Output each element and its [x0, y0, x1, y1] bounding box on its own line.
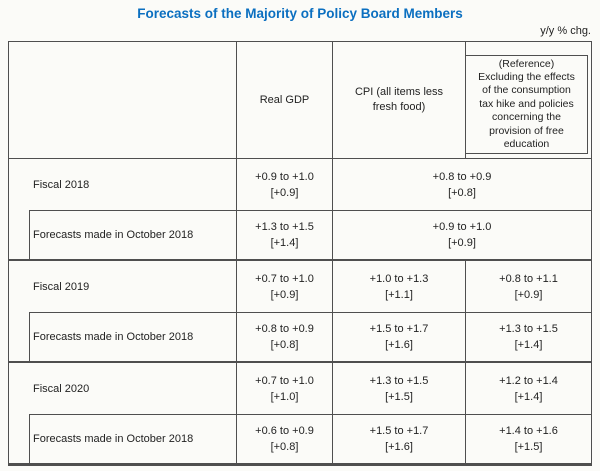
ref-range: +0.8 to +1.1 [499, 272, 558, 285]
header-real-gdp: Real GDP [237, 42, 333, 158]
cpi-median: [+1.5] [385, 390, 413, 403]
header-cpi-label: CPI (all items less fresh food) [354, 86, 444, 113]
cpi-median: [+0.9] [448, 236, 476, 249]
fiscal-2020-group: Fiscal 2020 +0.7 to +1.0 [+1.0] +1.3 to … [9, 363, 591, 465]
table-row-october-2018-fy2018: Forecasts made in October 2018 +1.3 to +… [9, 210, 591, 260]
gdp-median: [+0.8] [270, 338, 299, 351]
cell-2018-cpi-merged: +0.8 to +0.9 [+0.8] [333, 159, 591, 210]
sub-row-top-border [29, 210, 591, 211]
gdp-median: [+0.9] [270, 288, 299, 301]
cell-2020oct-cpi: +1.5 to +1.7 [+1.6] [333, 414, 466, 463]
cpi-range: +1.0 to +1.3 [369, 272, 429, 285]
cpi-median: [+1.1] [385, 288, 413, 301]
sub-row-left-border [29, 312, 30, 361]
fiscal-2019-group: Fiscal 2019 +0.7 to +1.0 [+0.9] +1.0 to … [9, 261, 591, 363]
cell-2019oct-cpi: +1.5 to +1.7 [+1.6] [333, 312, 466, 361]
ref-range: +1.3 to +1.5 [499, 322, 558, 335]
row-label-october-2018: Forecasts made in October 2018 [9, 312, 237, 361]
sub-row-top-border [29, 414, 591, 415]
cell-2018oct-cpi-merged: +0.9 to +1.0 [+0.9] [333, 210, 591, 259]
header-reference: (Reference) Excluding the effects of the… [465, 42, 591, 158]
row-label-october-2018: Forecasts made in October 2018 [9, 210, 237, 259]
ref-median: [+1.4] [514, 390, 543, 403]
cell-2020-cpi: +1.3 to +1.5 [+1.5] [333, 363, 466, 414]
page-title: Forecasts of the Majority of Policy Boar… [137, 6, 463, 21]
row-label-text: Fiscal 2018 [33, 178, 90, 191]
cpi-range: +0.8 to +0.9 [432, 170, 492, 183]
sub-row-left-border [29, 414, 30, 463]
unit-note: y/y % chg. [540, 25, 591, 37]
gdp-range: +0.8 to +0.9 [255, 322, 314, 335]
cell-2018-gdp: +0.9 to +1.0 [+0.9] [237, 159, 333, 210]
gdp-median: [+0.9] [270, 186, 299, 199]
table-row-fiscal-2019: Fiscal 2019 +0.7 to +1.0 [+0.9] +1.0 to … [9, 261, 591, 312]
gdp-range: +0.7 to +1.0 [255, 272, 314, 285]
ref-median: [+1.5] [514, 440, 543, 453]
cpi-range: +1.3 to +1.5 [369, 374, 429, 387]
header-reference-label: (Reference) Excluding the effects of the… [478, 57, 575, 151]
row-label-text: Forecasts made in October 2018 [33, 228, 194, 241]
ref-range: +1.4 to +1.6 [499, 424, 558, 437]
header-real-gdp-label: Real GDP [259, 93, 310, 106]
header-empty-cell [9, 42, 237, 158]
header-cpi: CPI (all items less fresh food) [333, 42, 466, 158]
row-label-text: Fiscal 2019 [33, 280, 90, 293]
row-label-text: Fiscal 2020 [33, 382, 90, 395]
row-label-text: Forecasts made in October 2018 [33, 432, 194, 445]
cell-2020oct-reference: +1.4 to +1.6 [+1.5] [466, 414, 591, 463]
gdp-range: +0.6 to +0.9 [255, 424, 314, 437]
reference-box: (Reference) Excluding the effects of the… [465, 55, 588, 154]
cpi-median: [+1.6] [385, 338, 413, 351]
cell-2019-reference: +0.8 to +1.1 [+0.9] [466, 261, 591, 312]
ref-range: +1.2 to +1.4 [499, 374, 558, 387]
gdp-median: [+0.8] [270, 440, 299, 453]
row-label-october-2018: Forecasts made in October 2018 [9, 414, 237, 463]
cpi-median: [+0.8] [448, 186, 476, 199]
cpi-range: +0.9 to +1.0 [432, 220, 492, 233]
gdp-median: [+1.4] [270, 236, 299, 249]
gdp-median: [+1.0] [270, 390, 299, 403]
cell-2019oct-gdp: +0.8 to +0.9 [+0.8] [237, 312, 333, 361]
table-header-row: Real GDP CPI (all items less fresh food)… [9, 42, 591, 159]
ref-median: [+1.4] [514, 338, 543, 351]
gdp-range: +0.9 to +1.0 [255, 170, 314, 183]
forecast-table: Real GDP CPI (all items less fresh food)… [8, 41, 592, 466]
gdp-range: +1.3 to +1.5 [255, 220, 314, 233]
cell-2020oct-gdp: +0.6 to +0.9 [+0.8] [237, 414, 333, 463]
row-label-fiscal-2019: Fiscal 2019 [9, 261, 237, 312]
gdp-range: +0.7 to +1.0 [255, 374, 314, 387]
row-label-fiscal-2018: Fiscal 2018 [9, 159, 237, 210]
ref-median: [+0.9] [514, 288, 543, 301]
row-label-text: Forecasts made in October 2018 [33, 330, 194, 343]
cpi-range: +1.5 to +1.7 [369, 322, 429, 335]
sub-row-left-border [29, 210, 30, 259]
row-label-fiscal-2020: Fiscal 2020 [9, 363, 237, 414]
table-row-fiscal-2018: Fiscal 2018 +0.9 to +1.0 [+0.9] +0.8 to … [9, 159, 591, 210]
cell-2019oct-reference: +1.3 to +1.5 [+1.4] [466, 312, 591, 361]
cell-2020-reference: +1.2 to +1.4 [+1.4] [466, 363, 591, 414]
cell-2018oct-gdp: +1.3 to +1.5 [+1.4] [237, 210, 333, 259]
sub-row-top-border [29, 312, 591, 313]
cpi-range: +1.5 to +1.7 [369, 424, 429, 437]
table-row-fiscal-2020: Fiscal 2020 +0.7 to +1.0 [+1.0] +1.3 to … [9, 363, 591, 414]
table-row-october-2018-fy2019: Forecasts made in October 2018 +0.8 to +… [9, 312, 591, 362]
cpi-median: [+1.6] [385, 440, 413, 453]
cell-2019-cpi: +1.0 to +1.3 [+1.1] [333, 261, 466, 312]
fiscal-2018-group: Fiscal 2018 +0.9 to +1.0 [+0.9] +0.8 to … [9, 159, 591, 261]
cell-2020-gdp: +0.7 to +1.0 [+1.0] [237, 363, 333, 414]
table-row-october-2018-fy2020: Forecasts made in October 2018 +0.6 to +… [9, 414, 591, 464]
cell-2019-gdp: +0.7 to +1.0 [+0.9] [237, 261, 333, 312]
